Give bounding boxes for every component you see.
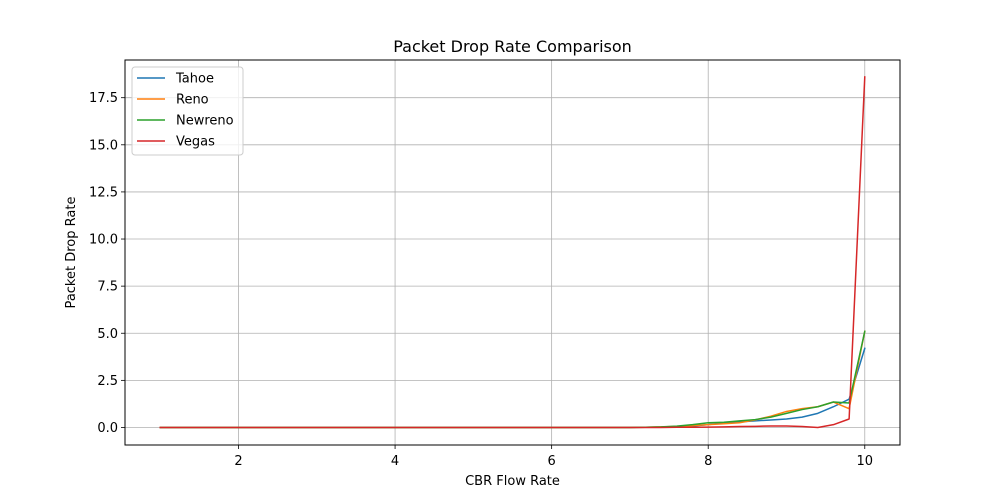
legend-label-newreno: Newreno — [176, 114, 234, 129]
y-tick-label: 12.5 — [89, 185, 118, 200]
x-tick-label: 8 — [704, 454, 712, 469]
grid-layer — [125, 60, 900, 445]
y-tick-label: 0.0 — [97, 421, 118, 436]
legend-label-reno: Reno — [176, 93, 209, 108]
legend-label-tahoe: Tahoe — [175, 72, 214, 87]
ticks-layer: 2 4 6 8 10 0.0 2.5 5.0 7.5 10.0 12.5 15.0 17.5 — [89, 91, 873, 469]
x-axis-title: CBR Flow Rate — [465, 474, 560, 489]
y-axis-title: Packet Drop Rate — [64, 197, 79, 309]
y-tick-label: 2.5 — [97, 374, 118, 389]
y-tick-label: 7.5 — [97, 280, 118, 295]
y-tick-label: 17.5 — [89, 91, 118, 106]
series-line-vegas — [159, 76, 866, 429]
chart-title: Packet Drop Rate Comparison — [393, 37, 632, 56]
y-tick-label: 5.0 — [97, 327, 118, 342]
y-tick-label: 10.0 — [89, 233, 118, 248]
x-tick-label: 6 — [548, 454, 556, 469]
x-tick-label: 4 — [391, 454, 399, 469]
plot-frame — [124, 59, 901, 446]
legend-label-vegas: Vegas — [176, 135, 215, 150]
series-layer — [159, 76, 866, 429]
legend-box — [131, 66, 244, 156]
y-tick-label: 15.0 — [89, 138, 118, 153]
x-tick-label: 10 — [856, 454, 873, 469]
x-tick-label: 2 — [234, 454, 242, 469]
legend: Tahoe Reno Newreno Vegas — [131, 66, 244, 156]
